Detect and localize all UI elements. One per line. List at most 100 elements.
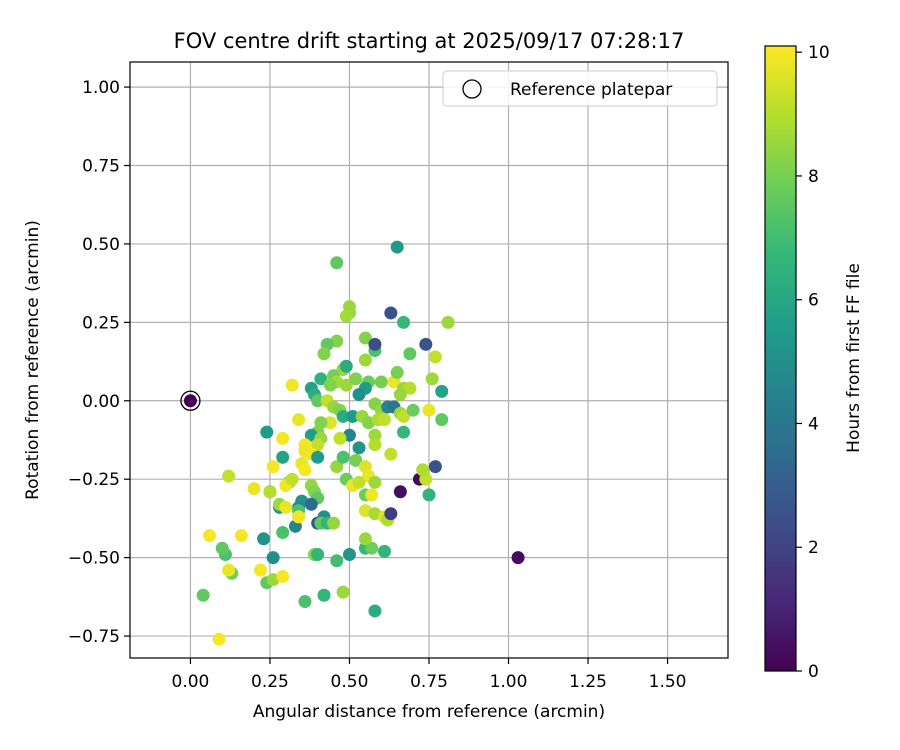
data-point (314, 372, 328, 386)
data-point (222, 563, 236, 577)
data-point (368, 475, 382, 489)
grid (130, 62, 728, 658)
data-point (311, 438, 325, 452)
data-point (358, 532, 372, 546)
data-point (304, 497, 318, 511)
data-point (368, 337, 382, 351)
x-tick-label: 0.00 (172, 672, 210, 692)
data-point (212, 632, 226, 646)
data-point (327, 516, 341, 530)
x-tick-label: 1.50 (649, 672, 687, 692)
data-point (511, 551, 525, 565)
y-tick-label: −0.75 (68, 627, 120, 647)
data-point (222, 469, 236, 483)
data-point (390, 240, 404, 254)
data-point (422, 403, 436, 417)
legend-label: Reference platepar (510, 80, 672, 100)
data-point (203, 529, 217, 543)
data-point (393, 485, 407, 499)
data-point (352, 441, 366, 455)
data-point (339, 378, 353, 392)
data-point (368, 428, 382, 442)
data-point (260, 425, 274, 439)
data-point (196, 588, 210, 602)
data-point (441, 315, 455, 329)
data-point (311, 394, 325, 408)
colorbar-tick-label: 8 (808, 167, 819, 187)
data-point (365, 488, 379, 502)
data-point (330, 460, 344, 474)
data-point (397, 425, 411, 439)
data-point (339, 309, 353, 323)
y-tick-label: 0.50 (82, 235, 120, 255)
colorbar-tick-label: 2 (808, 538, 819, 558)
data-point (336, 585, 350, 599)
data-point (336, 450, 350, 464)
data-point (358, 353, 372, 367)
colorbar-tick-label: 6 (808, 291, 819, 311)
data-point (285, 472, 299, 486)
colorbar-tick-label: 10 (808, 43, 830, 63)
y-tick-label: 0.75 (82, 157, 120, 177)
data-point (384, 306, 398, 320)
colorbar: 0 2 4 6 8 10 Hours from first FF file (764, 43, 864, 682)
x-tick-label: 0.50 (331, 672, 369, 692)
y-tick-label: −0.50 (68, 549, 120, 569)
data-point (276, 526, 290, 540)
data-point (346, 409, 360, 423)
data-point (276, 431, 290, 445)
data-point (292, 413, 306, 427)
data-point (435, 413, 449, 427)
x-axis-ticks: 0.00 0.25 0.50 0.75 1.00 1.25 1.50 (172, 658, 687, 692)
data-point (257, 532, 271, 546)
y-tick-label: 1.00 (82, 78, 120, 98)
data-point (311, 547, 325, 561)
data-point (349, 453, 363, 467)
chart-title: FOV centre drift starting at 2025/09/17 … (174, 29, 685, 53)
data-point (384, 447, 398, 461)
data-point (276, 450, 290, 464)
data-point (403, 381, 417, 395)
data-point (279, 500, 293, 514)
x-axis-label: Angular distance from reference (arcmin) (253, 702, 605, 722)
data-point (276, 569, 290, 583)
data-point (285, 378, 299, 392)
reference-marker (180, 390, 201, 411)
data-point (323, 416, 337, 430)
colorbar-gradient (765, 46, 796, 671)
legend: Reference platepar (442, 70, 718, 107)
y-axis-ticks: 1.00 0.75 0.50 0.25 0.00 −0.25 −0.50 −0.75 (68, 78, 130, 647)
data-point (377, 544, 391, 558)
data-point (374, 375, 388, 389)
data-point (384, 507, 398, 521)
legend-marker-icon (462, 79, 482, 99)
data-point (263, 485, 277, 499)
data-point (266, 551, 280, 565)
legend-box (442, 70, 718, 107)
data-point (317, 347, 331, 361)
data-point (349, 372, 363, 386)
data-point (247, 482, 261, 496)
data-point (377, 413, 391, 427)
data-point (403, 347, 417, 361)
data-point (428, 350, 442, 364)
x-tick-label: 1.25 (569, 672, 607, 692)
data-point (266, 460, 280, 474)
data-point (365, 541, 379, 555)
x-tick-label: 1.00 (490, 672, 528, 692)
reference-point-ring (180, 390, 201, 411)
reference-point (183, 394, 197, 408)
data-point (339, 359, 353, 373)
data-point (368, 604, 382, 618)
data-point (416, 463, 430, 477)
data-point (317, 588, 331, 602)
data-point (428, 460, 442, 474)
colorbar-ticks: 0 2 4 6 8 10 (796, 43, 830, 682)
y-tick-label: −0.25 (68, 470, 120, 490)
data-point (298, 595, 312, 609)
y-tick-label: 0.25 (82, 313, 120, 333)
x-tick-label: 0.75 (410, 672, 448, 692)
y-axis-label: Rotation from reference (arcmin) (23, 220, 43, 500)
data-point (253, 563, 267, 577)
data-point (323, 378, 337, 392)
